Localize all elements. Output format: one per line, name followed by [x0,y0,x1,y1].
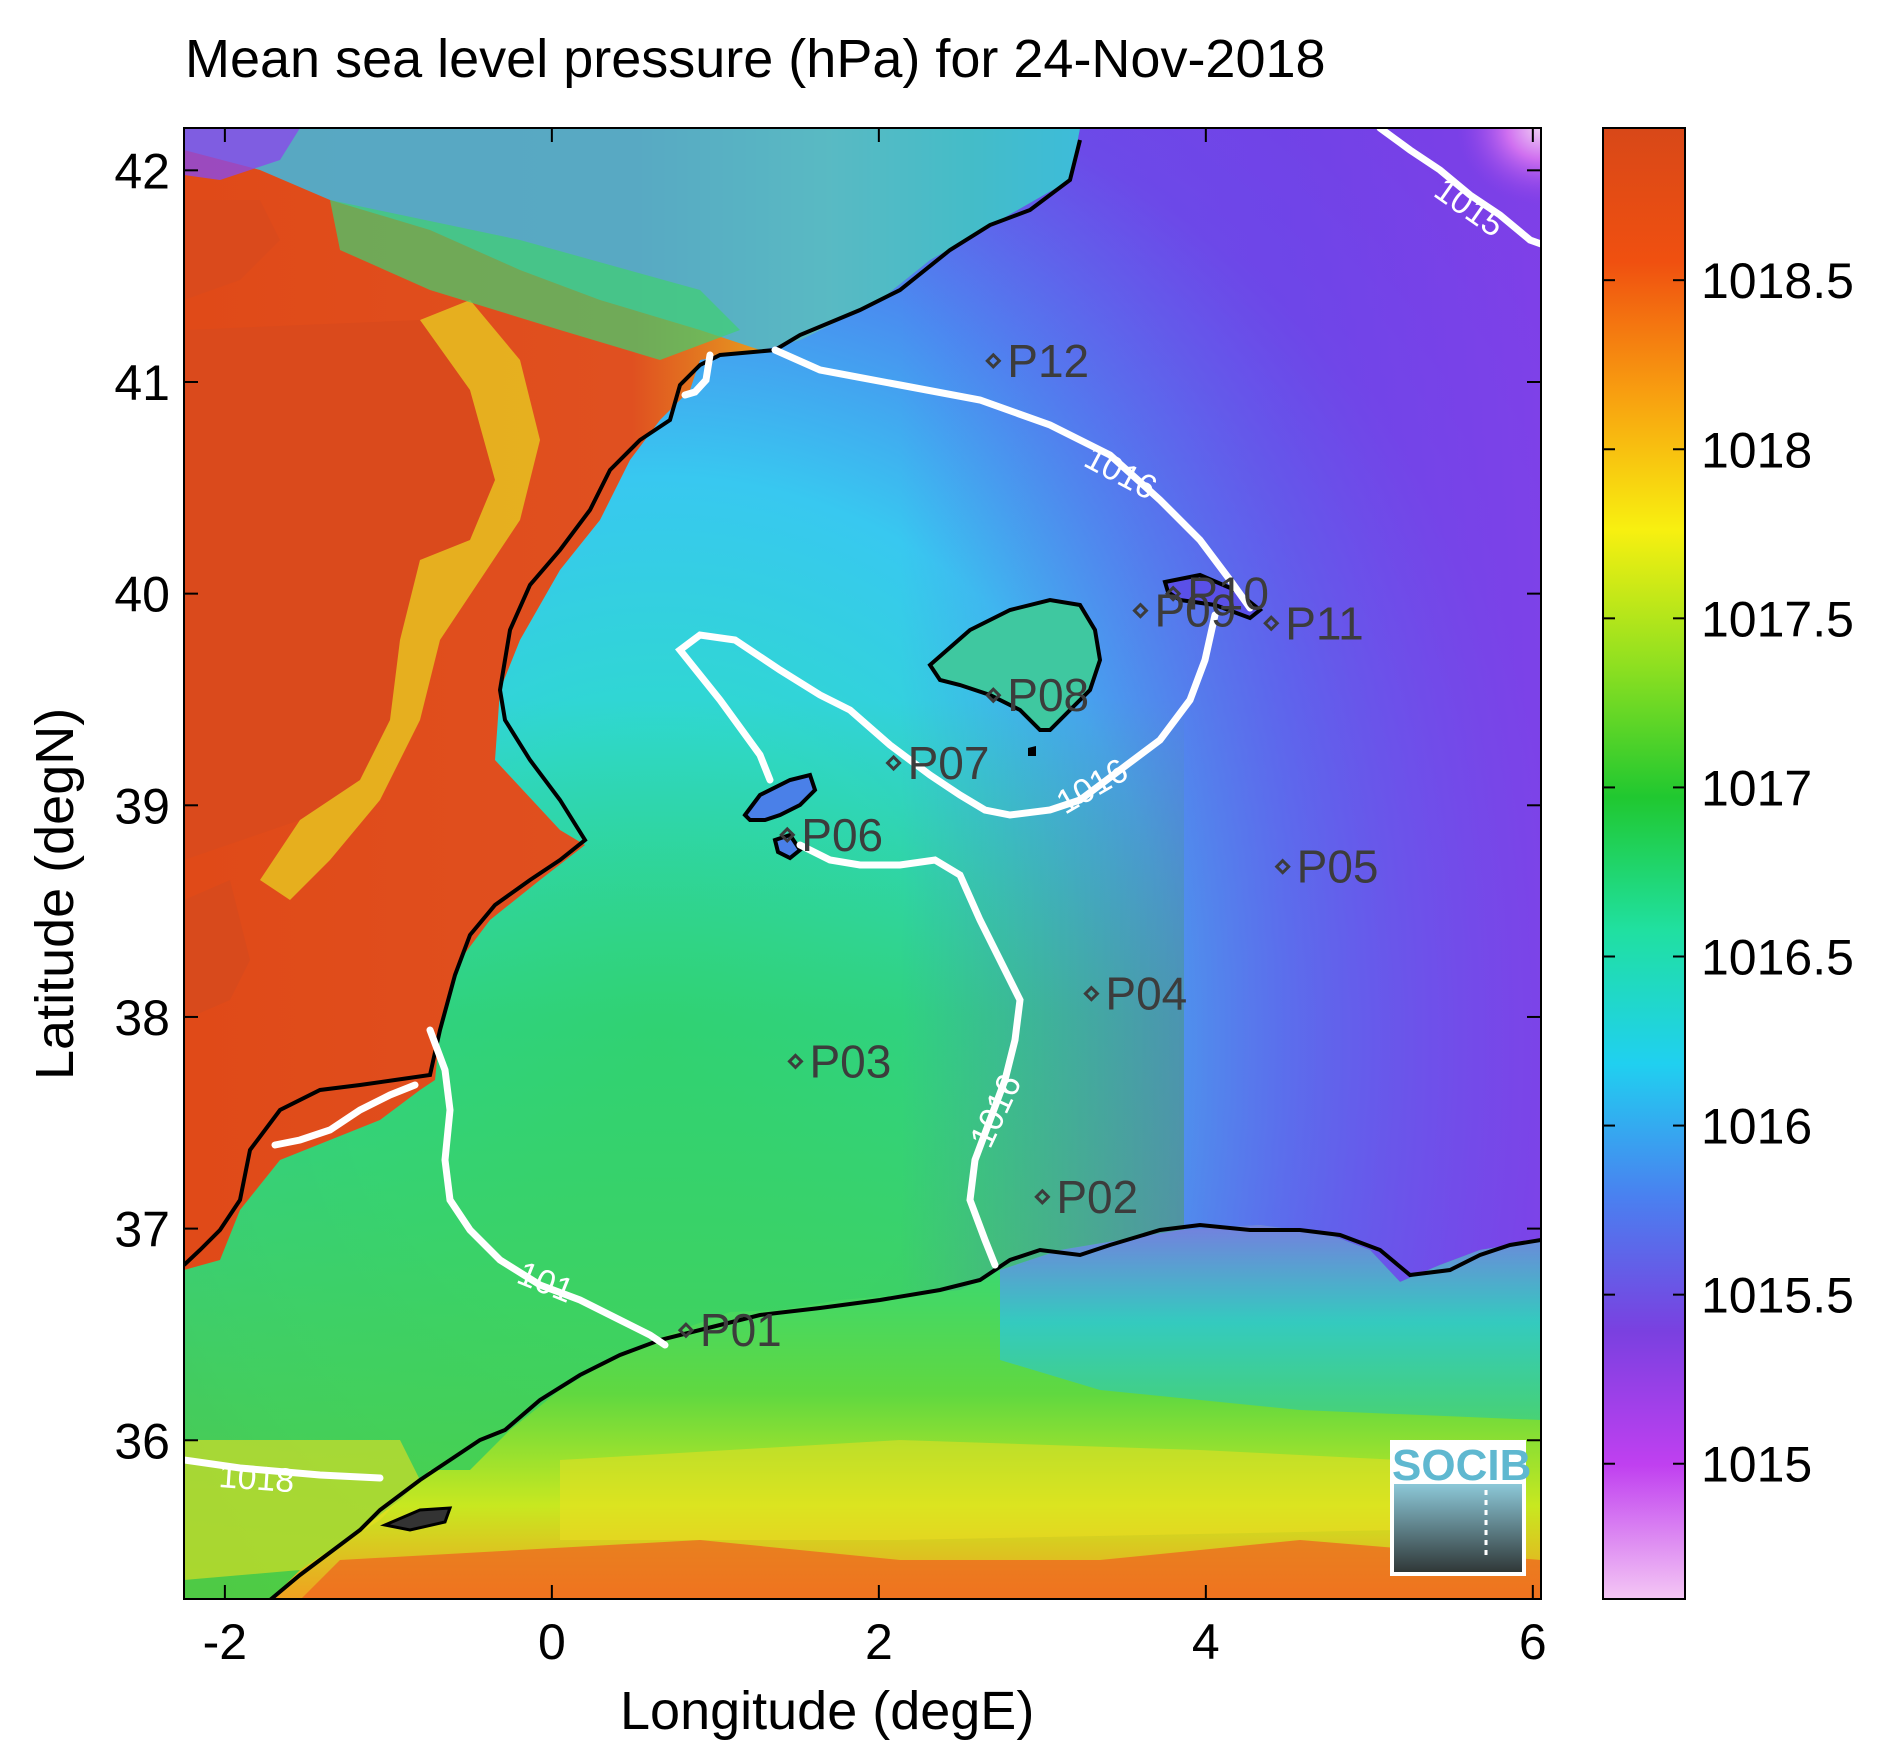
station-p08: P08 [985,669,1089,721]
station-p12: P12 [985,335,1089,387]
station-label: P05 [1297,841,1379,893]
sea-northeast-pink [1300,128,1541,348]
station-p05: P05 [1274,841,1379,893]
contour-small-north [681,351,714,399]
station-marker [1165,585,1182,602]
axes: -2 0 2 4 6 42 41 40 39 38 37 36 [114,128,1547,1670]
ibiza [742,772,818,822]
africa-east-cool [1000,1225,1541,1420]
colorbar-ticks: 1018.5 1018 1017.5 1017 1016.5 1016 1015.5 1015 [1603,253,1854,1493]
chart-title: Mean sea level pressure (hPa) for 24-Nov… [185,29,1326,89]
y-tick-label: 40 [114,567,170,623]
iberia-north-strip [184,128,1080,350]
station-label: P01 [700,1304,782,1356]
station-marker [779,826,796,844]
alboran-islet [379,1506,453,1532]
colorbar-tick-label: 1015.5 [1701,1268,1854,1324]
contour-1016-east [675,611,1219,819]
station-marker [885,754,902,772]
y-tick-label: 42 [114,143,170,199]
station-marker [677,1322,695,1339]
x-tick-label: 4 [1192,1614,1220,1670]
station-marker [787,1053,804,1070]
station-marker [1083,985,1100,1002]
iberia-coastline [184,139,1082,1267]
plot-frame [183,127,1542,1600]
mallorca [927,597,1103,732]
station-label: P11 [1285,597,1363,649]
station-p06: P06 [779,809,883,861]
contour-1015 [1376,128,1541,248]
menorca [1162,572,1264,621]
station-p01: P01 [677,1304,782,1356]
contour-label-1018: 1018 [217,1457,295,1500]
station-label: P04 [1105,968,1187,1020]
station-p07: P07 [885,737,990,789]
iberia-north-green [330,200,740,360]
cabrera [1028,746,1036,756]
contour-1016-north [771,346,1254,612]
colorbar-tick-label: 1016 [1701,1099,1812,1155]
station-p03: P03 [787,1035,891,1087]
y-tick-label: 39 [114,778,170,834]
station-p11: P11 [1263,597,1364,649]
iberia-northwest-purple [184,128,300,180]
station-marker [1274,858,1291,875]
contour-1016-south [796,841,1024,1269]
iberia-south-high [184,880,250,1020]
iberia-yellow-band [260,300,540,900]
station-label: P10 [1187,568,1269,620]
y-tick-label: 41 [114,355,170,411]
y-tick-label: 37 [114,1202,170,1258]
iberia-west-high [184,200,280,300]
station-marker [985,687,1002,704]
africa-yellow [560,1440,1400,1540]
x-tick-label: 0 [538,1614,566,1670]
y-tick-label: 36 [114,1413,170,1469]
station-label: P08 [1007,669,1089,721]
socib-logo-text: SOCIB [1392,1441,1531,1490]
station-label: P12 [1007,335,1089,387]
map-panel: 1015 1016 1016 1016 101 1018 SOCIB P01P0… [184,128,1541,1599]
iberia-interior-high [184,320,495,860]
station-label: P03 [809,1035,891,1087]
colorbar-tick-label: 1016.5 [1701,929,1854,985]
contour-1017 [426,1026,669,1349]
x-tick-label: -2 [203,1614,247,1670]
station-p10: P10 [1165,568,1269,620]
y-tick-label: 38 [114,990,170,1046]
colorbar-tick-label: 1018.5 [1701,253,1854,309]
station-marker [1263,615,1280,632]
station-marker [1132,602,1149,619]
socib-logo: SOCIB [1390,1440,1531,1576]
colorbar-tick-label: 1015 [1701,1437,1812,1493]
contour-1018 [184,1456,384,1482]
station-p02: P02 [1034,1171,1138,1223]
station-p04: P04 [1083,968,1187,1020]
africa-coastline [268,1222,1541,1599]
colorbar-tick-label: 1018 [1701,422,1812,478]
station-marker [985,352,1002,369]
formentera [772,832,803,861]
station-label: P06 [801,809,883,861]
contour-lines [184,128,1541,1482]
station-label: P02 [1056,1171,1138,1223]
africa-south-orange [301,1540,1541,1599]
station-marker [1034,1188,1051,1205]
x-axis-label: Longitude (degE) [620,1681,1035,1741]
colorbar-tick-label: 1017.5 [1701,591,1854,647]
station-label: P07 [908,737,990,789]
x-tick-label: 2 [865,1614,893,1670]
colorbar-tick-label: 1017 [1701,760,1812,816]
colorbar [1602,127,1686,1600]
x-tick-label: 6 [1519,1614,1547,1670]
contour-1017-west [271,1081,419,1149]
